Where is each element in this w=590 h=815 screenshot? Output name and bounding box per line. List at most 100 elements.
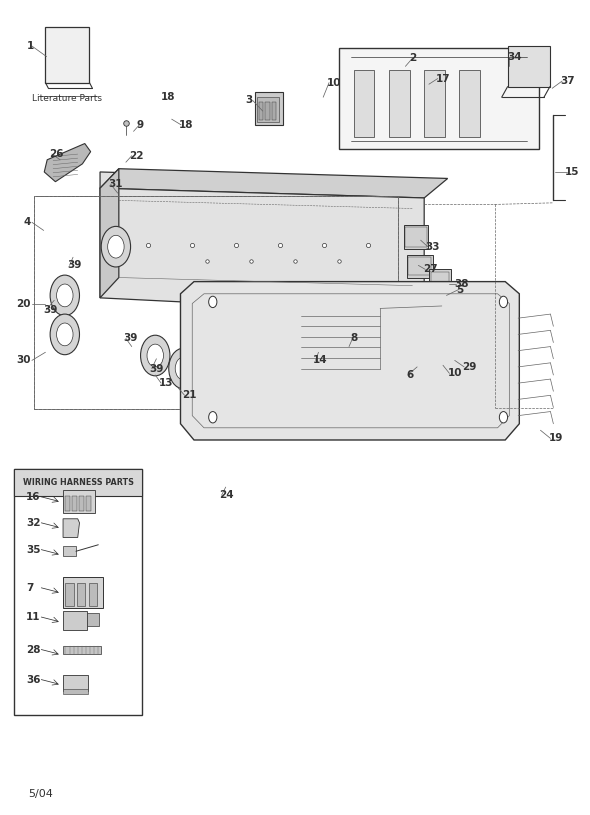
Bar (14, 469, 142, 715)
Bar (258, 102, 263, 120)
Text: 32: 32 (26, 518, 41, 528)
Text: 5/04: 5/04 (28, 789, 53, 799)
Polygon shape (100, 169, 448, 198)
Bar (265, 102, 270, 120)
Bar (460, 70, 480, 137)
Bar (290, 328, 299, 350)
Text: 34: 34 (507, 51, 522, 62)
Polygon shape (100, 188, 424, 308)
Bar (424, 70, 445, 137)
Text: 35: 35 (26, 544, 41, 555)
Text: 14: 14 (313, 355, 327, 365)
Circle shape (329, 180, 336, 190)
Bar (63, 675, 88, 691)
Bar (431, 288, 456, 308)
Text: 1: 1 (27, 41, 34, 51)
Bar (433, 289, 454, 306)
Text: 30: 30 (17, 355, 31, 365)
Text: 31: 31 (108, 179, 123, 189)
Bar (442, 328, 466, 338)
Bar (63, 646, 101, 654)
Text: 16: 16 (26, 491, 41, 502)
Circle shape (57, 323, 73, 346)
Text: WIRING HARNESS PARTS: WIRING HARNESS PARTS (23, 478, 134, 487)
Bar (405, 227, 427, 247)
Text: 2: 2 (409, 53, 417, 64)
Text: 21: 21 (182, 390, 196, 400)
Text: 18: 18 (179, 120, 194, 130)
Text: 4: 4 (24, 218, 31, 227)
Text: 13: 13 (159, 378, 173, 388)
Bar (408, 258, 431, 275)
Circle shape (209, 412, 217, 423)
Circle shape (57, 284, 73, 306)
Text: 10: 10 (448, 368, 462, 378)
Bar (77, 583, 86, 606)
Polygon shape (181, 282, 519, 440)
Text: 24: 24 (219, 490, 233, 500)
Bar (34, 196, 398, 409)
Text: 20: 20 (17, 298, 31, 309)
Circle shape (499, 296, 507, 307)
Text: 8: 8 (351, 333, 358, 343)
Text: 27: 27 (423, 264, 438, 275)
Text: 6: 6 (407, 370, 414, 380)
Circle shape (192, 180, 199, 190)
Bar (271, 102, 276, 120)
Text: 10: 10 (327, 77, 342, 87)
Text: 28: 28 (26, 645, 41, 654)
Circle shape (362, 180, 369, 190)
Bar (86, 496, 91, 511)
Text: 39: 39 (44, 305, 58, 315)
Bar (442, 304, 466, 314)
Bar (312, 328, 322, 350)
Bar (442, 353, 466, 363)
Bar (255, 92, 283, 125)
Text: 11: 11 (26, 612, 41, 622)
Bar (431, 272, 450, 287)
Bar (65, 496, 70, 511)
Bar (45, 28, 90, 82)
Polygon shape (63, 519, 80, 537)
Polygon shape (44, 143, 91, 182)
Text: 3: 3 (245, 95, 253, 105)
Circle shape (169, 348, 198, 389)
Bar (63, 491, 96, 513)
Circle shape (227, 180, 233, 190)
Circle shape (396, 180, 404, 190)
Text: 39: 39 (67, 260, 81, 271)
Bar (256, 328, 266, 350)
Bar (267, 328, 277, 350)
Circle shape (50, 314, 80, 355)
Bar (34, 196, 398, 409)
Circle shape (158, 180, 165, 190)
Circle shape (124, 180, 131, 190)
Circle shape (108, 236, 124, 258)
Text: 18: 18 (161, 92, 176, 102)
Bar (404, 225, 428, 249)
Text: 22: 22 (129, 151, 144, 161)
Circle shape (260, 180, 267, 190)
Bar (79, 496, 84, 511)
Bar (63, 689, 88, 694)
Text: 33: 33 (425, 242, 440, 252)
Bar (278, 328, 288, 350)
Bar (389, 70, 409, 137)
Bar (14, 469, 142, 496)
Bar (339, 48, 539, 149)
Text: Literature Parts: Literature Parts (32, 94, 102, 103)
Bar (323, 328, 333, 350)
Text: 26: 26 (50, 149, 64, 159)
Bar (442, 316, 466, 326)
Text: 5: 5 (457, 284, 464, 295)
Bar (407, 255, 433, 278)
Text: 7: 7 (26, 583, 34, 593)
Text: 29: 29 (463, 362, 477, 372)
Text: 19: 19 (549, 434, 563, 443)
Circle shape (50, 275, 80, 315)
Text: 39: 39 (123, 333, 138, 343)
Bar (63, 577, 103, 608)
Text: 39: 39 (149, 363, 164, 373)
Circle shape (499, 412, 507, 423)
Circle shape (209, 296, 217, 307)
